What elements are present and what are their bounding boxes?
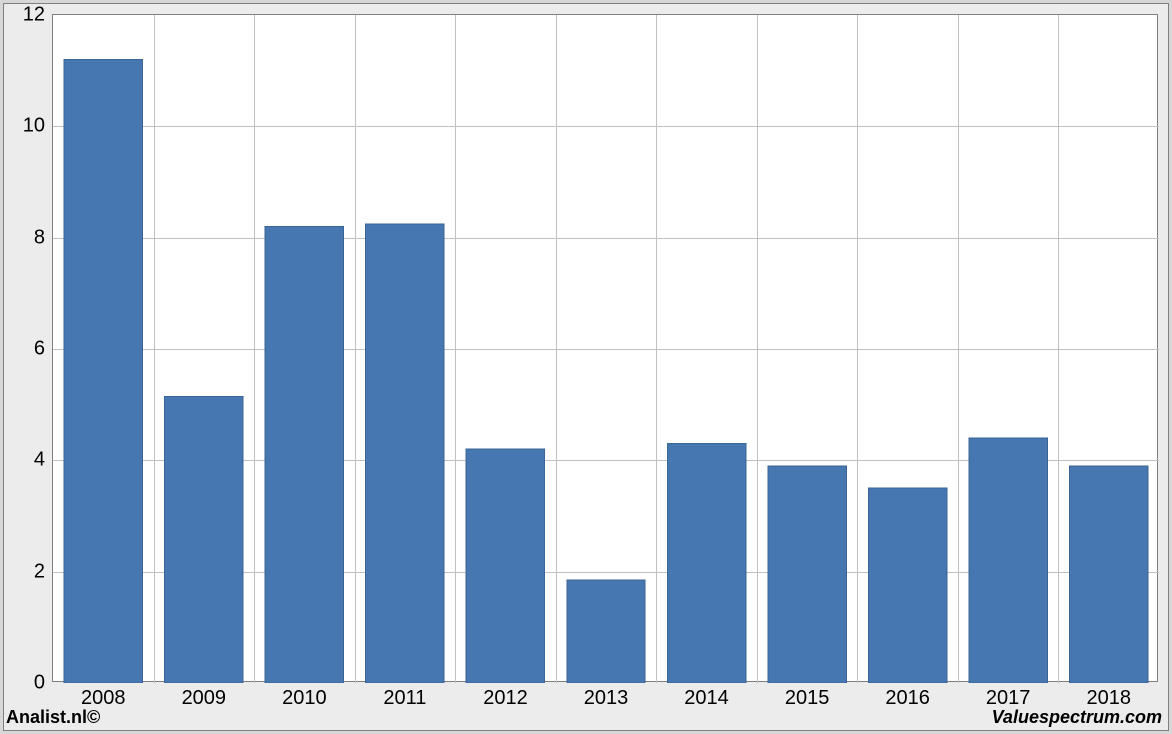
x-tick-2009: 2009 [182, 681, 227, 710]
y-tick-8: 8 [34, 226, 53, 249]
y-tick-2: 2 [34, 560, 53, 583]
x-tick-2016: 2016 [885, 681, 930, 710]
bar-2018 [1070, 466, 1148, 683]
y-tick-10: 10 [23, 115, 53, 138]
x-tick-2008: 2008 [81, 681, 126, 710]
y-tick-4: 4 [34, 449, 53, 472]
credit-right: Valuespectrum.com [992, 707, 1162, 728]
y-tick-6: 6 [34, 338, 53, 361]
bar-2014 [667, 444, 745, 683]
bar-2012 [466, 449, 544, 683]
bar-2008 [64, 60, 142, 683]
y-tick-0: 0 [34, 672, 53, 695]
x-tick-2013: 2013 [584, 681, 629, 710]
x-tick-2011: 2011 [383, 681, 426, 710]
bar-2010 [265, 227, 343, 683]
chart-svg [53, 15, 1159, 683]
x-tick-2017: 2017 [986, 681, 1031, 710]
x-tick-2012: 2012 [483, 681, 528, 710]
bar-2011 [366, 224, 444, 683]
x-tick-2015: 2015 [785, 681, 830, 710]
chart-outer: 0 2 4 6 8 10 12 2008 2009 2010 2011 2012 2013 2014 201… [3, 3, 1169, 731]
x-tick-2014: 2014 [684, 681, 729, 710]
bar-2013 [567, 580, 645, 683]
x-tick-2018: 2018 [1086, 681, 1131, 710]
bar-2016 [868, 488, 946, 683]
chart-plot-area: 0246810122008200920102011201220132014201… [52, 14, 1158, 682]
x-tick-2010: 2010 [282, 681, 327, 710]
bar-2017 [969, 438, 1047, 683]
y-tick-12: 12 [23, 4, 53, 27]
bar-2009 [165, 396, 243, 683]
bar-2015 [768, 466, 846, 683]
credit-left: Analist.nl© [6, 707, 100, 728]
